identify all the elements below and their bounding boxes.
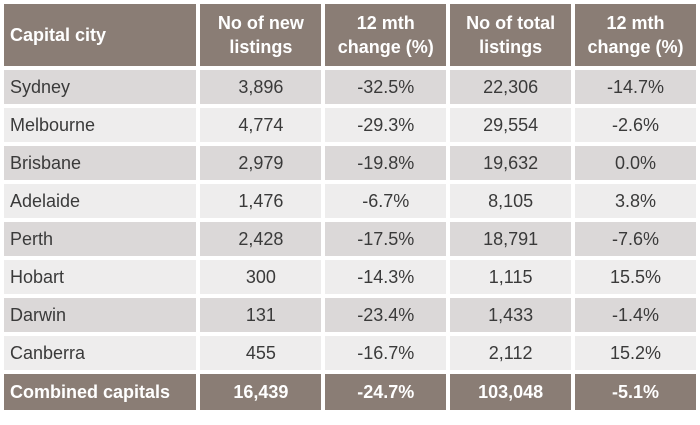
- table-row: Perth 2,428 -17.5% 18,791 -7.6%: [4, 222, 696, 256]
- header-row: Capital city No of new listings 12 mth c…: [4, 4, 696, 66]
- cell-total-listings-change: -2.6%: [575, 108, 696, 142]
- table-row: Darwin 131 -23.4% 1,433 -1.4%: [4, 298, 696, 332]
- table-row: Hobart 300 -14.3% 1,115 15.5%: [4, 260, 696, 294]
- total-new-listings: 16,439: [200, 374, 322, 410]
- header-total-listings-change: 12 mth change (%): [575, 4, 696, 66]
- header-new-listings-change: 12 mth change (%): [325, 4, 447, 66]
- cell-total-listings: 29,554: [450, 108, 572, 142]
- cell-new-listings-change: -23.4%: [325, 298, 447, 332]
- cell-new-listings-change: -19.8%: [325, 146, 447, 180]
- cell-city-name: Sydney: [4, 70, 197, 104]
- cell-total-listings-change: -1.4%: [575, 298, 696, 332]
- cell-city-name: Brisbane: [4, 146, 197, 180]
- cell-total-listings: 8,105: [450, 184, 572, 218]
- cell-new-listings: 1,476: [200, 184, 322, 218]
- header-capital-city: Capital city: [4, 4, 197, 66]
- cell-total-listings: 22,306: [450, 70, 572, 104]
- table-row: Adelaide 1,476 -6.7% 8,105 3.8%: [4, 184, 696, 218]
- table-row: Melbourne 4,774 -29.3% 29,554 -2.6%: [4, 108, 696, 142]
- cell-city-name: Adelaide: [4, 184, 197, 218]
- cell-new-listings: 131: [200, 298, 322, 332]
- cell-new-listings: 300: [200, 260, 322, 294]
- cell-total-listings: 1,433: [450, 298, 572, 332]
- cell-new-listings-change: -32.5%: [325, 70, 447, 104]
- header-new-listings: No of new listings: [200, 4, 322, 66]
- total-city-name: Combined capitals: [4, 374, 197, 410]
- cell-new-listings-change: -6.7%: [325, 184, 447, 218]
- total-row: Combined capitals 16,439 -24.7% 103,048 -5.1…: [4, 374, 696, 410]
- cell-new-listings: 2,979: [200, 146, 322, 180]
- cell-new-listings: 3,896: [200, 70, 322, 104]
- total-total-listings: 103,048: [450, 374, 572, 410]
- cell-city-name: Canberra: [4, 336, 197, 370]
- cell-total-listings: 1,115: [450, 260, 572, 294]
- listings-table: Capital city No of new listings 12 mth c…: [4, 4, 696, 410]
- cell-total-listings: 19,632: [450, 146, 572, 180]
- cell-new-listings-change: -16.7%: [325, 336, 447, 370]
- cell-total-listings-change: 15.2%: [575, 336, 696, 370]
- table-row: Brisbane 2,979 -19.8% 19,632 0.0%: [4, 146, 696, 180]
- cell-city-name: Perth: [4, 222, 197, 256]
- cell-total-listings-change: -14.7%: [575, 70, 696, 104]
- cell-new-listings: 4,774: [200, 108, 322, 142]
- table-row: Canberra 455 -16.7% 2,112 15.2%: [4, 336, 696, 370]
- cell-total-listings: 18,791: [450, 222, 572, 256]
- cell-total-listings-change: 15.5%: [575, 260, 696, 294]
- cell-new-listings: 2,428: [200, 222, 322, 256]
- total-total-listings-change: -5.1%: [575, 374, 696, 410]
- cell-new-listings-change: -29.3%: [325, 108, 447, 142]
- cell-new-listings: 455: [200, 336, 322, 370]
- cell-total-listings-change: 3.8%: [575, 184, 696, 218]
- cell-total-listings-change: 0.0%: [575, 146, 696, 180]
- cell-city-name: Darwin: [4, 298, 197, 332]
- cell-new-listings-change: -17.5%: [325, 222, 447, 256]
- cell-city-name: Melbourne: [4, 108, 197, 142]
- header-total-listings: No of total listings: [450, 4, 572, 66]
- table-row: Sydney 3,896 -32.5% 22,306 -14.7%: [4, 70, 696, 104]
- cell-new-listings-change: -14.3%: [325, 260, 447, 294]
- cell-total-listings-change: -7.6%: [575, 222, 696, 256]
- cell-total-listings: 2,112: [450, 336, 572, 370]
- total-new-listings-change: -24.7%: [325, 374, 447, 410]
- cell-city-name: Hobart: [4, 260, 197, 294]
